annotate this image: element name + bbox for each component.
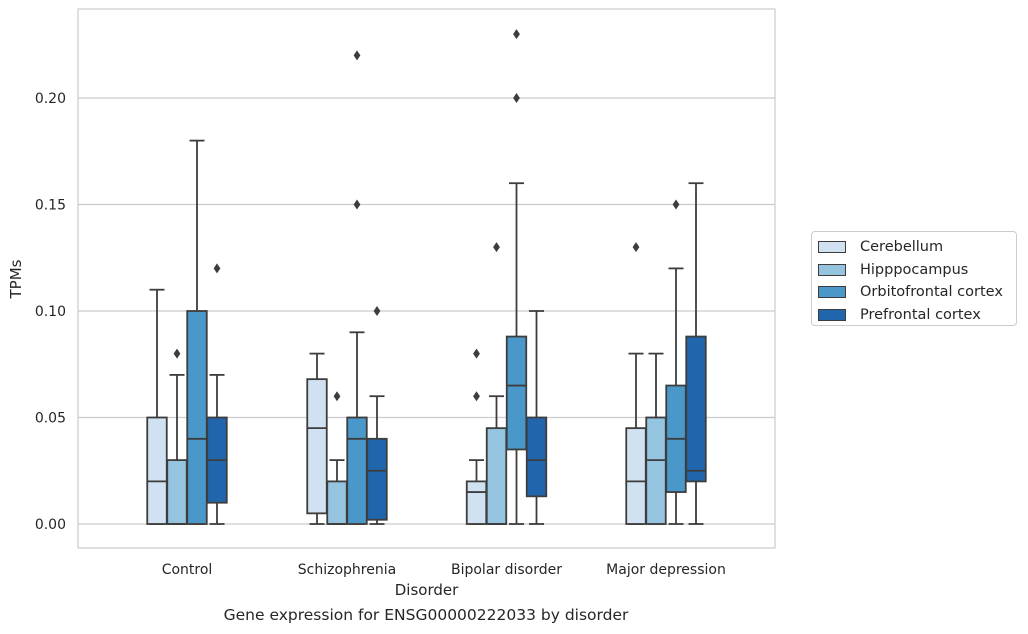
box-iqr — [645, 416, 667, 525]
boxes-layer — [146, 29, 707, 525]
legend: Cerebellum Hipppocampus Orbitofrontal cort… — [811, 231, 1017, 326]
box-prefrontal-cortex-2 — [525, 310, 548, 525]
box-orbitofrontal-cortex-1 — [346, 50, 368, 525]
box-hipppocampus-3 — [645, 352, 667, 525]
box-prefrontal-cortex-0 — [206, 263, 228, 525]
legend-swatch — [818, 286, 846, 299]
outlier-point — [373, 306, 381, 316]
legend-item: Orbitofrontal cortex — [818, 281, 1016, 304]
box-iqr — [625, 427, 647, 525]
box-orbitofrontal-cortex-2 — [505, 29, 528, 525]
outlier-point — [632, 242, 640, 253]
x-tick-label: Schizophrenia — [298, 562, 396, 578]
box-iqr — [465, 480, 488, 525]
legend-label: Cerebellum — [860, 239, 944, 256]
outlier-point — [493, 242, 500, 253]
y-tick-label: 0.05 — [35, 411, 66, 427]
y-tick-label: 0.20 — [35, 91, 66, 107]
y-tick-label: 0.00 — [35, 517, 66, 533]
outlier-point — [333, 391, 341, 402]
outlier-point — [353, 50, 361, 61]
legend-item: Hipppocampus — [818, 259, 1016, 282]
box-cerebellum-0 — [146, 288, 168, 525]
box-cerebellum-1 — [306, 352, 328, 525]
legend-label: Hipppocampus — [860, 261, 969, 278]
legend-swatch — [818, 308, 846, 321]
box-prefrontal-cortex-3 — [685, 182, 707, 525]
x-tick-label: Control — [162, 562, 213, 578]
legend-item: Cerebellum — [818, 236, 1016, 259]
chart-caption: Gene expression for ENSG00000222033 by d… — [223, 606, 629, 624]
box-prefrontal-cortex-1 — [366, 306, 388, 525]
outlier-point — [473, 348, 480, 359]
box-iqr — [685, 335, 707, 483]
outlier-point — [513, 93, 520, 103]
plot-frame — [77, 8, 776, 549]
tick-labels: 0.00 0.05 0.10 0.15 0.20 Control Schizophrenia… — [35, 91, 726, 578]
box-cerebellum-2 — [465, 348, 488, 525]
box-iqr — [146, 416, 168, 525]
y-axis-label: TPMs — [7, 259, 25, 299]
box-iqr — [166, 459, 188, 525]
box-iqr — [346, 416, 368, 525]
outlier-point — [513, 29, 520, 40]
legend-swatch — [818, 263, 846, 276]
outlier-point — [353, 199, 361, 210]
box-iqr — [326, 480, 348, 525]
box-hipppocampus-0 — [166, 348, 188, 525]
y-tick-label: 0.15 — [35, 198, 66, 214]
outlier-point — [213, 263, 221, 274]
box-iqr — [505, 335, 528, 451]
legend-label: Prefrontal cortex — [860, 306, 981, 323]
outlier-point — [473, 391, 480, 402]
legend-swatch — [818, 241, 846, 254]
box-hipppocampus-1 — [326, 391, 348, 525]
box-iqr — [306, 378, 328, 515]
box-iqr — [525, 416, 548, 498]
x-tick-label: Bipolar disorder — [451, 562, 562, 578]
legend-label: Orbitofrontal cortex — [860, 284, 1003, 301]
box-iqr — [366, 437, 388, 521]
x-axis-label: Disorder — [395, 581, 459, 599]
box-iqr — [186, 310, 208, 525]
outlier-point — [173, 348, 181, 359]
box-hipppocampus-2 — [485, 242, 508, 525]
box-iqr — [485, 427, 508, 525]
x-tick-label: Major depression — [606, 562, 726, 578]
legend-item: Prefrontal cortex — [818, 304, 1016, 327]
y-tick-label: 0.10 — [35, 304, 66, 320]
box-cerebellum-3 — [625, 242, 647, 525]
box-orbitofrontal-cortex-0 — [186, 139, 208, 525]
box-orbitofrontal-cortex-3 — [665, 199, 687, 525]
outlier-point — [672, 199, 680, 210]
